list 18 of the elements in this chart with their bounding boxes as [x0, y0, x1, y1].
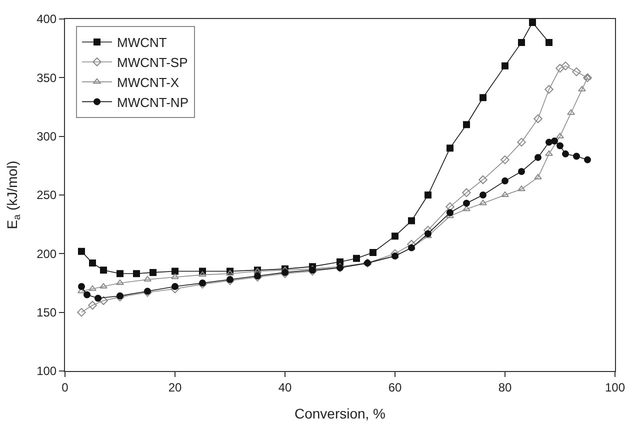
y-tick-label: 400 [36, 12, 57, 26]
x-tick-label: 20 [168, 380, 182, 394]
y-tick-label: 350 [36, 70, 57, 85]
legend-label: MWCNT-X [117, 74, 180, 90]
y-tick-label: 200 [36, 246, 57, 261]
y-tick-label: 300 [36, 130, 57, 144]
y-tick-label: 250 [36, 188, 57, 202]
x-tick-label: 40 [278, 380, 292, 394]
legend-label: MWCNT-SP [117, 54, 188, 70]
x-tick-label: 100 [604, 380, 626, 394]
x-tick-label: 60 [388, 380, 402, 394]
x-axis-title: Conversion, % [294, 406, 386, 422]
y-tick-label: 100 [36, 364, 57, 378]
x-tick-label: 80 [498, 380, 512, 394]
x-tick-label: 0 [62, 380, 69, 394]
y-tick-label: 150 [36, 306, 57, 320]
legend-label: MWCNT [117, 35, 167, 50]
legend-label: MWCNT-NP [117, 94, 188, 110]
